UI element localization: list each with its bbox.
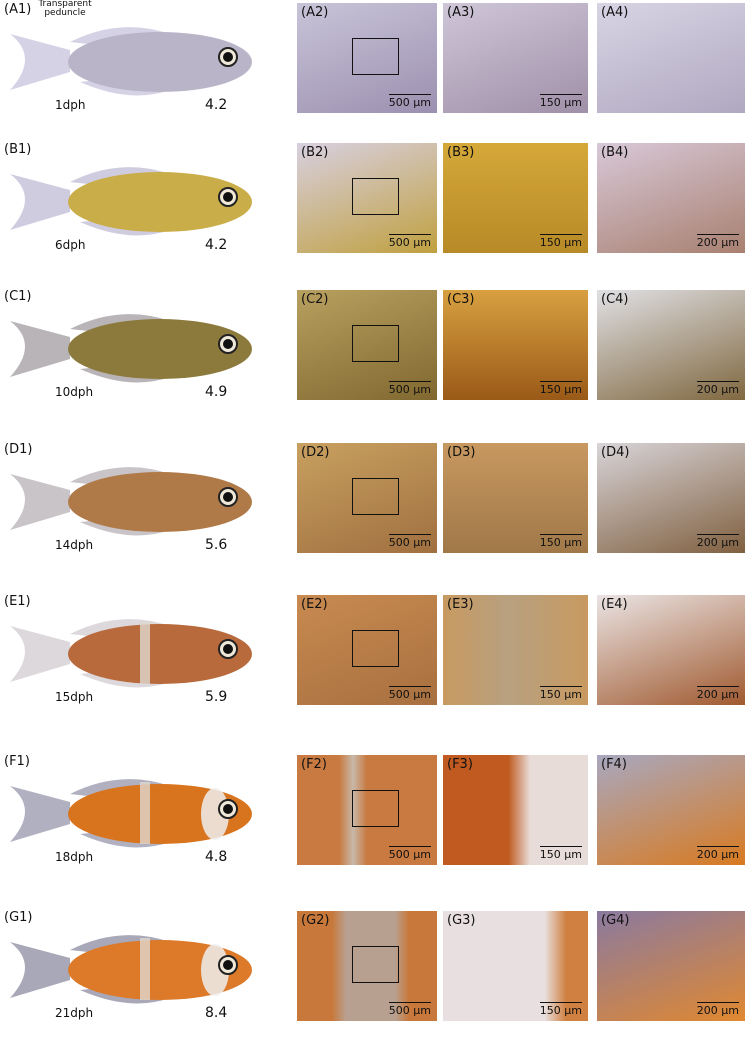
age-label: 6dph <box>55 238 86 252</box>
inset-box <box>352 478 399 515</box>
panel-label: (D3) <box>447 445 476 460</box>
micro-photo: (B3) 150 µm <box>443 143 588 253</box>
micro-photo: (C4) 200 µm <box>597 290 745 400</box>
inset-box <box>352 38 399 75</box>
age-label: 21dph <box>55 1006 94 1020</box>
panel-label: (G4) <box>601 913 630 928</box>
age-label: 1dph <box>55 98 86 112</box>
micro-photo: (F3) 150 µm <box>443 755 588 865</box>
scale-bar: 150 µm <box>539 381 582 396</box>
scale-bar: 200 µm <box>696 234 739 249</box>
age-label: 15dph <box>55 690 94 704</box>
row-label: (E1) <box>4 594 31 609</box>
size-label: 5.9 <box>205 689 228 705</box>
fish-photo <box>10 935 252 1004</box>
panel-label: (F3) <box>447 757 473 772</box>
row-label: (A1) <box>4 2 32 17</box>
fish-photo <box>10 27 252 96</box>
panel-label: (C4) <box>601 292 629 307</box>
scale-bar: 500 µm <box>388 381 431 396</box>
scale-bar: 150 µm <box>539 1002 582 1017</box>
panel-label: (D4) <box>601 445 630 460</box>
scale-bar: 150 µm <box>539 846 582 861</box>
scale-bar: 500 µm <box>388 94 431 109</box>
scale-bar: 150 µm <box>539 234 582 249</box>
fish-photo <box>10 167 252 236</box>
micro-photo: (A3) 150 µm <box>443 3 588 113</box>
size-label: 8.4 <box>205 1005 228 1021</box>
fish-photo <box>10 467 252 536</box>
panel-label: (E4) <box>601 597 628 612</box>
annotation: Transparent peduncle <box>38 0 92 18</box>
micro-photo: (C3) 150 µm <box>443 290 588 400</box>
scale-bar: 200 µm <box>696 381 739 396</box>
panel-label: (F2) <box>301 757 327 772</box>
scale-bar: 200 µm <box>696 1002 739 1017</box>
fish-photo <box>10 779 252 848</box>
panel-label: (A2) <box>301 5 329 20</box>
inset-box <box>352 790 399 827</box>
row-label: (D1) <box>4 442 33 457</box>
micro-photo: (F4) 200 µm <box>597 755 745 865</box>
micro-photo: (B4) 200 µm <box>597 143 745 253</box>
micro-photo: (G4) 200 µm <box>597 911 745 1021</box>
inset-box <box>352 630 399 667</box>
panel-label: (E3) <box>447 597 474 612</box>
scale-bar: 500 µm <box>388 686 431 701</box>
size-label: 5.6 <box>205 537 228 553</box>
row-label: (C1) <box>4 289 32 304</box>
panel-label: (A4) <box>601 5 629 20</box>
panel-label: (B3) <box>447 145 475 160</box>
scale-bar: 150 µm <box>539 94 582 109</box>
micro-photo: (A2) 500 µm <box>297 3 437 113</box>
scale-bar: 200 µm <box>696 686 739 701</box>
size-label: 4.2 <box>205 97 228 113</box>
inset-box <box>352 178 399 215</box>
age-label: 10dph <box>55 385 94 399</box>
panel-label: (C2) <box>301 292 329 307</box>
micro-photo: (C2) 500 µm <box>297 290 437 400</box>
micro-photo: (E3) 150 µm <box>443 595 588 705</box>
panel-label: (B2) <box>301 145 329 160</box>
scale-bar: 500 µm <box>388 234 431 249</box>
panel-label: (B4) <box>601 145 629 160</box>
panel-label: (G3) <box>447 913 476 928</box>
panel-label: (F4) <box>601 757 627 772</box>
scale-bar: 500 µm <box>388 534 431 549</box>
scale-bar: 150 µm <box>539 686 582 701</box>
micro-photo: (E2) 500 µm <box>297 595 437 705</box>
panel-label: (A3) <box>447 5 475 20</box>
age-label: 18dph <box>55 850 94 864</box>
micro-photo: (D4) 200 µm <box>597 443 745 553</box>
panel-label: (C3) <box>447 292 475 307</box>
scale-bar: 500 µm <box>388 1002 431 1017</box>
size-label: 4.8 <box>205 849 228 865</box>
micro-photo: (B2) 500 µm <box>297 143 437 253</box>
micro-photo: (F2) 500 µm <box>297 755 437 865</box>
fish-photo <box>10 619 252 688</box>
micro-photo: (E4) 200 µm <box>597 595 745 705</box>
inset-box <box>352 946 399 983</box>
size-label: 4.2 <box>205 237 228 253</box>
micro-photo: (D3) 150 µm <box>443 443 588 553</box>
row-label: (F1) <box>4 754 30 769</box>
inset-box <box>352 325 399 362</box>
micro-photo: (G2) 500 µm <box>297 911 437 1021</box>
micro-photo: (G3) 150 µm <box>443 911 588 1021</box>
panel-label: (D2) <box>301 445 330 460</box>
age-label: 14dph <box>55 538 94 552</box>
size-label: 4.9 <box>205 384 228 400</box>
micro-photo: (A4) <box>597 3 745 113</box>
fish-photo <box>10 314 252 383</box>
scale-bar: 500 µm <box>388 846 431 861</box>
micro-photo: (D2) 500 µm <box>297 443 437 553</box>
scale-bar: 200 µm <box>696 846 739 861</box>
panel-label: (G2) <box>301 913 330 928</box>
scale-bar: 150 µm <box>539 534 582 549</box>
row-label: (B1) <box>4 142 32 157</box>
scale-bar: 200 µm <box>696 534 739 549</box>
panel-label: (E2) <box>301 597 328 612</box>
row-label: (G1) <box>4 910 33 925</box>
